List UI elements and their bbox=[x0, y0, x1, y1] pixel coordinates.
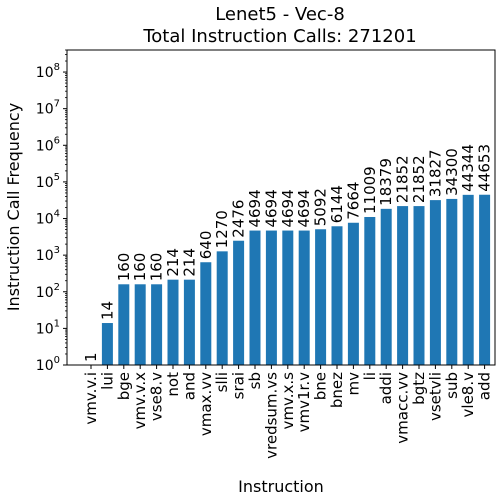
bar bbox=[462, 194, 474, 365]
data-label: 6144 bbox=[328, 185, 346, 223]
data-label: 214 bbox=[180, 248, 198, 277]
bar bbox=[347, 222, 359, 365]
data-label: 2476 bbox=[230, 200, 248, 238]
x-tick-label: vle8.v bbox=[459, 372, 477, 418]
data-label: 18379 bbox=[377, 158, 395, 206]
x-tick-label: vmv.v.i bbox=[82, 372, 100, 425]
x-tick-label: not bbox=[164, 372, 182, 397]
y-tick-label: 108 bbox=[36, 62, 60, 81]
y-tick-label: 106 bbox=[36, 135, 60, 154]
x-axis: vmv.v.iluibgevmv.v.xvse8.vnotandvmax.vvs… bbox=[82, 365, 494, 459]
plot-frame bbox=[66, 49, 496, 366]
x-tick-label: and bbox=[180, 372, 198, 400]
y-tick-label: 100 bbox=[36, 355, 60, 374]
bar bbox=[331, 226, 343, 365]
data-label: 4694 bbox=[246, 189, 264, 227]
bar bbox=[216, 251, 228, 365]
bar bbox=[101, 323, 113, 365]
data-label: 160 bbox=[148, 253, 166, 282]
data-labels-layer: 1141601601602142146401270247646944694469… bbox=[82, 144, 494, 362]
y-tick-label: 101 bbox=[36, 318, 60, 337]
bar bbox=[200, 262, 212, 365]
bars-layer bbox=[101, 194, 491, 365]
chart-subtitle: Total Instruction Calls: 271201 bbox=[142, 26, 416, 47]
chart-title: Lenet5 - Vec-8 bbox=[215, 4, 345, 25]
x-tick-label: vmv.v.x bbox=[131, 372, 149, 429]
y-tick-label: 105 bbox=[36, 172, 60, 191]
bar bbox=[233, 240, 245, 365]
data-label: 1 bbox=[82, 352, 100, 362]
x-tick-label: vsetvli bbox=[426, 372, 444, 421]
x-tick-label: srai bbox=[230, 372, 248, 399]
x-tick-label: add bbox=[476, 372, 494, 400]
bar bbox=[429, 200, 441, 365]
data-label: 34300 bbox=[443, 148, 461, 196]
x-tick-label: addi bbox=[377, 372, 395, 404]
x-tick-label: vmv1r.v bbox=[295, 372, 313, 432]
data-label: 21852 bbox=[394, 155, 412, 203]
bar bbox=[118, 284, 130, 365]
bar bbox=[151, 284, 163, 365]
x-tick-label: mv bbox=[344, 372, 362, 396]
bar bbox=[315, 229, 327, 365]
x-tick-label: lui bbox=[98, 372, 116, 390]
x-tick-label: bgtz bbox=[410, 372, 428, 405]
bar bbox=[397, 206, 409, 365]
x-tick-label: vredsum.vs bbox=[262, 372, 280, 459]
bar bbox=[134, 284, 146, 365]
data-label: 640 bbox=[197, 231, 215, 260]
data-label: 44344 bbox=[459, 144, 477, 192]
bar bbox=[364, 216, 376, 365]
x-tick-label: bne bbox=[312, 372, 330, 400]
bar bbox=[265, 230, 277, 365]
bar bbox=[479, 194, 491, 365]
y-tick-label: 102 bbox=[36, 282, 60, 301]
y-axis-label: Instruction Call Frequency bbox=[4, 103, 23, 311]
x-tick-label: slli bbox=[213, 372, 231, 392]
data-label: 7664 bbox=[344, 182, 362, 220]
data-label: 4694 bbox=[295, 189, 313, 227]
data-label: 160 bbox=[115, 253, 133, 282]
x-tick-label: vmax.vv bbox=[197, 372, 215, 436]
y-tick-label: 107 bbox=[36, 99, 60, 118]
data-label: 14 bbox=[98, 301, 116, 320]
y-tick-label: 103 bbox=[36, 245, 60, 264]
bar bbox=[446, 198, 458, 365]
bar bbox=[413, 206, 425, 365]
data-label: 44653 bbox=[476, 144, 494, 192]
y-axis: 100 101 102 103 104 105 106 107 108 bbox=[36, 49, 67, 374]
x-tick-label: bnez bbox=[328, 372, 346, 408]
x-tick-label: vmacc.vv bbox=[394, 372, 412, 444]
data-label: 31827 bbox=[426, 149, 444, 197]
data-label: 21852 bbox=[410, 155, 428, 203]
y-tick-label: 104 bbox=[36, 209, 60, 228]
bar bbox=[380, 208, 392, 365]
bar bbox=[298, 230, 310, 365]
x-tick-label: sb bbox=[246, 372, 264, 389]
x-axis-label: Instruction bbox=[238, 477, 324, 496]
data-label: 11009 bbox=[361, 166, 379, 214]
data-label: 4694 bbox=[262, 189, 280, 227]
data-label: 214 bbox=[164, 248, 182, 277]
bar bbox=[249, 230, 261, 365]
data-label: 4694 bbox=[279, 189, 297, 227]
data-label: 5092 bbox=[312, 188, 330, 226]
data-label: 160 bbox=[131, 253, 149, 282]
x-tick-label: vse8.v bbox=[148, 372, 166, 421]
bar bbox=[183, 279, 195, 365]
x-tick-label: bge bbox=[115, 372, 133, 400]
data-label: 1270 bbox=[213, 210, 231, 248]
x-tick-label: li bbox=[361, 372, 379, 380]
bar bbox=[282, 230, 294, 365]
x-tick-label: sub bbox=[443, 372, 461, 399]
bar bbox=[167, 279, 179, 365]
x-tick-label: vmv.x.s bbox=[279, 372, 297, 430]
